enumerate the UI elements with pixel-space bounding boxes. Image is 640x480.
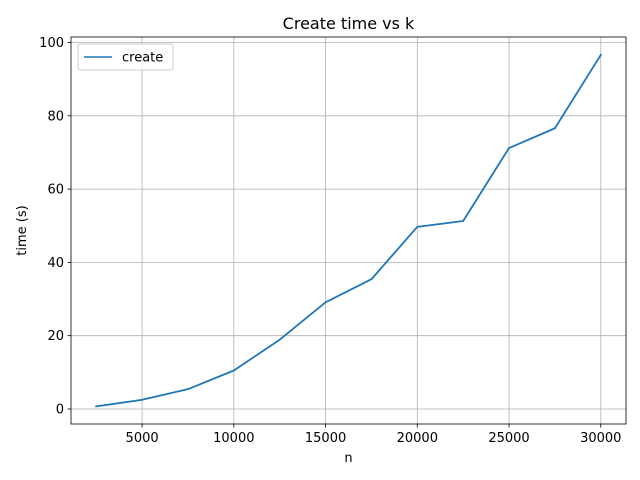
plot-frame [70,36,627,425]
x-tick-label: 20000 [397,431,438,446]
data-point [370,278,373,281]
legend-label-create: create [122,51,163,66]
data-point [187,388,189,391]
y-tick-label: 20 [47,329,64,344]
x-tick-label: 15000 [305,431,346,446]
data-point [232,369,235,372]
axis-ticks: 5000 10000 15000 20000 25000 30000 0 20 40 60 80 10… [39,36,621,446]
y-tick-label: 0 [56,402,64,417]
data-point [599,54,602,56]
x-tick-label: 25000 [488,431,529,446]
x-tick-label: 30000 [580,431,621,446]
grid [71,37,626,424]
legend: create [77,43,174,71]
y-tick-label: 100 [39,36,64,51]
legend-box [77,43,174,71]
data-point [324,301,327,304]
data-point [141,398,143,401]
data-point [508,147,510,149]
series-layer [95,53,603,408]
data-point [554,127,556,130]
data-point [462,220,465,222]
data-point [416,225,419,228]
y-tick-label: 60 [47,183,64,198]
y-axis-label: time (s) [15,205,30,255]
series-line-create [95,53,603,408]
y-tick-label: 40 [47,256,64,271]
data-point [95,405,98,408]
chart-title: Create time vs k [283,14,415,33]
y-tick-label: 80 [47,109,64,124]
x-axis-label: n [344,451,352,466]
x-tick-label: 5000 [126,431,159,446]
x-tick-label: 10000 [213,431,254,446]
data-point [278,338,281,341]
